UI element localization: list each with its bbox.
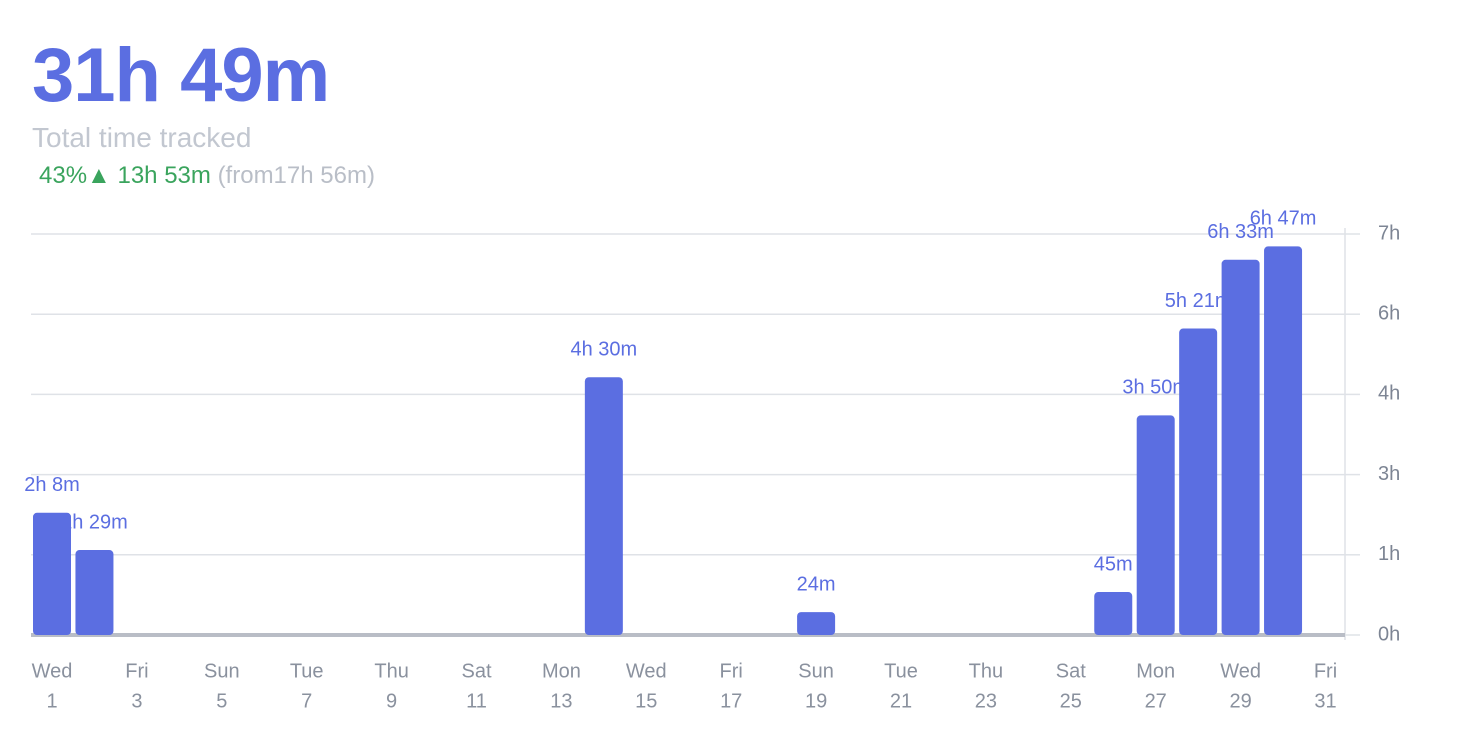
- y-tick-label: 1h: [1378, 543, 1400, 565]
- value-label: 24m: [797, 573, 836, 595]
- value-label: 6h 47m: [1250, 208, 1317, 230]
- x-tick-weekday: Sun: [204, 660, 240, 682]
- x-tick-date: 13: [550, 690, 572, 712]
- bar: [1136, 415, 1175, 635]
- value-label: 45m: [1094, 553, 1133, 575]
- value-label: 3h 50m: [1122, 377, 1189, 399]
- x-tick-weekday: Thu: [374, 660, 408, 682]
- bar: [1264, 246, 1303, 635]
- y-tick-label: 6h: [1378, 302, 1400, 324]
- x-tick-date: 11: [466, 690, 487, 712]
- bar: [797, 612, 836, 635]
- x-tick-weekday: Fri: [125, 660, 148, 682]
- x-tick-weekday: Wed: [32, 660, 73, 682]
- bar: [1221, 259, 1260, 635]
- y-tick-label: 3h: [1378, 463, 1400, 485]
- x-tick-date: 7: [301, 690, 312, 712]
- total-time: 31h 49m: [32, 33, 330, 118]
- bar: [584, 377, 623, 635]
- x-tick-weekday: Mon: [1136, 660, 1175, 682]
- x-tick-weekday: Sat: [1056, 660, 1086, 682]
- x-tick-weekday: Thu: [969, 660, 1003, 682]
- value-label: 6h 33m: [1207, 221, 1274, 243]
- x-tick-date: 23: [975, 690, 997, 712]
- x-tick-date: 15: [635, 690, 657, 712]
- x-tick-date: 21: [890, 690, 912, 712]
- summary: 31h 49m Total time tracked 43%▲ 13h 53m …: [32, 36, 375, 190]
- x-tick-date: 29: [1229, 690, 1251, 712]
- change: 43%▲ 13h 53m (from17h 56m): [39, 162, 375, 190]
- x-tick-weekday: Tue: [884, 660, 918, 682]
- bar: [75, 550, 114, 635]
- value-label: 4h 30m: [570, 338, 637, 360]
- x-tick-weekday: Mon: [542, 660, 581, 682]
- x-tick-date: 3: [131, 690, 142, 712]
- x-tick-weekday: Fri: [720, 660, 743, 682]
- x-tick-weekday: Fri: [1314, 660, 1337, 682]
- y-tick-label: 4h: [1378, 383, 1400, 405]
- x-tick-weekday: Sat: [461, 660, 491, 682]
- y-tick-label: 7h: [1378, 222, 1400, 244]
- value-label: 1h 29m: [61, 511, 128, 533]
- bar: [1094, 592, 1133, 635]
- x-tick-date: 9: [386, 690, 397, 712]
- x-tick-date: 27: [1145, 690, 1167, 712]
- bar: [33, 512, 71, 635]
- caption: Total time tracked: [32, 122, 252, 153]
- x-tick-weekday: Wed: [1220, 660, 1261, 682]
- bar: [1179, 328, 1218, 635]
- value-label: 2h 8m: [24, 474, 80, 496]
- x-tick-weekday: Wed: [626, 660, 667, 682]
- x-tick-date: 25: [1060, 690, 1082, 712]
- x-tick-date: 31: [1314, 690, 1336, 712]
- x-tick-date: 19: [805, 690, 827, 712]
- change-from: (from17h 56m): [217, 162, 375, 189]
- y-tick-label: 0h: [1378, 623, 1400, 645]
- x-tick-weekday: Sun: [798, 660, 834, 682]
- value-label: 5h 21m: [1165, 290, 1232, 312]
- x-tick-weekday: Tue: [290, 660, 324, 682]
- x-tick-date: 1: [46, 690, 57, 712]
- x-tick-date: 17: [720, 690, 742, 712]
- change-arrow: ▲: [87, 162, 111, 189]
- change-percent: 43%: [39, 162, 88, 189]
- change-amount: 13h 53m: [117, 162, 211, 189]
- x-tick-date: 5: [216, 690, 227, 712]
